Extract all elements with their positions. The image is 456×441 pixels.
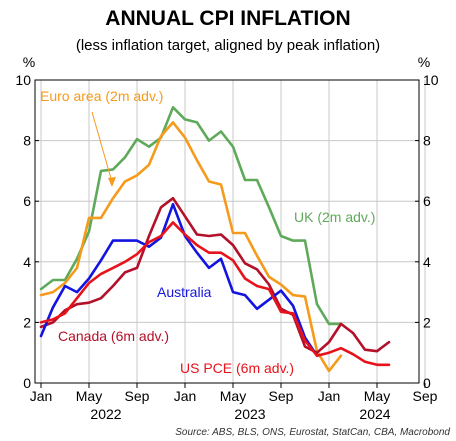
series-line-canada-6m-adv bbox=[39, 196, 391, 355]
label-canada: Canada (6m adv.) bbox=[58, 328, 169, 344]
y-tick-label-right: 10 bbox=[423, 72, 439, 88]
year-label-2022: 2022 bbox=[90, 406, 121, 422]
x-tick-label: Jan bbox=[30, 388, 53, 404]
y-tick-label-left: 2 bbox=[23, 314, 31, 330]
series-line-australia bbox=[39, 202, 319, 358]
annotations: Euro area (2m adv.) UK (2m adv.) Austral… bbox=[40, 88, 375, 376]
y-tick-label-left: 8 bbox=[23, 133, 31, 149]
x-tick-label: Sep bbox=[125, 388, 150, 404]
y-tick-label-left: 4 bbox=[23, 254, 31, 270]
x-tick-label: Jan bbox=[174, 388, 197, 404]
series-line-uk-2m-adv bbox=[39, 106, 343, 326]
chart-title: ANNUAL CPI INFLATION bbox=[105, 7, 350, 30]
series-lines bbox=[39, 106, 391, 373]
y-tick-label-left: 0 bbox=[23, 375, 31, 391]
x-tick-label: Jan bbox=[318, 388, 341, 404]
y-tick-label-left: 6 bbox=[23, 193, 31, 209]
x-tick-label: May bbox=[220, 388, 246, 404]
y-tick-label-right: 2 bbox=[423, 314, 431, 330]
y-tick-label-left: 10 bbox=[15, 72, 31, 88]
y-axis-unit-left: % bbox=[23, 54, 35, 70]
year-label-2023: 2023 bbox=[234, 406, 265, 422]
series-line-euro-area-2m-adv bbox=[39, 121, 343, 373]
x-tick-label: May bbox=[76, 388, 102, 404]
axis-ticks: 0 0 2 2 4 4 6 6 8 8 10 10 Jan May Sep Jan May Sep Jan May Se… bbox=[15, 72, 438, 404]
y-tick-label-right: 6 bbox=[423, 193, 431, 209]
label-australia: Australia bbox=[157, 284, 212, 300]
y-tick-label-right: 8 bbox=[423, 133, 431, 149]
y-tick-label-right: 4 bbox=[423, 254, 431, 270]
x-tick-label: Sep bbox=[269, 388, 294, 404]
euro-area-arrow-head bbox=[108, 177, 116, 187]
y-tick-label-right: 0 bbox=[423, 375, 431, 391]
year-label-2024: 2024 bbox=[359, 406, 390, 422]
x-tick-label: Sep bbox=[413, 388, 438, 404]
label-euro-area: Euro area (2m adv.) bbox=[40, 88, 163, 104]
y-axis-unit-right: % bbox=[418, 54, 430, 70]
x-tick-label: May bbox=[364, 388, 390, 404]
series-line-us-pce-6m-adv bbox=[39, 221, 391, 367]
source-note: Source: ABS, BLS, ONS, Eurostat, StatCan… bbox=[175, 427, 450, 438]
plot-frame bbox=[34, 79, 420, 384]
label-uk: UK (2m adv.) bbox=[294, 209, 375, 225]
chart-subtitle: (less inflation target, aligned by peak … bbox=[76, 37, 380, 54]
label-us-pce: US PCE (6m adv.) bbox=[180, 360, 294, 376]
euro-area-arrow bbox=[91, 111, 113, 183]
